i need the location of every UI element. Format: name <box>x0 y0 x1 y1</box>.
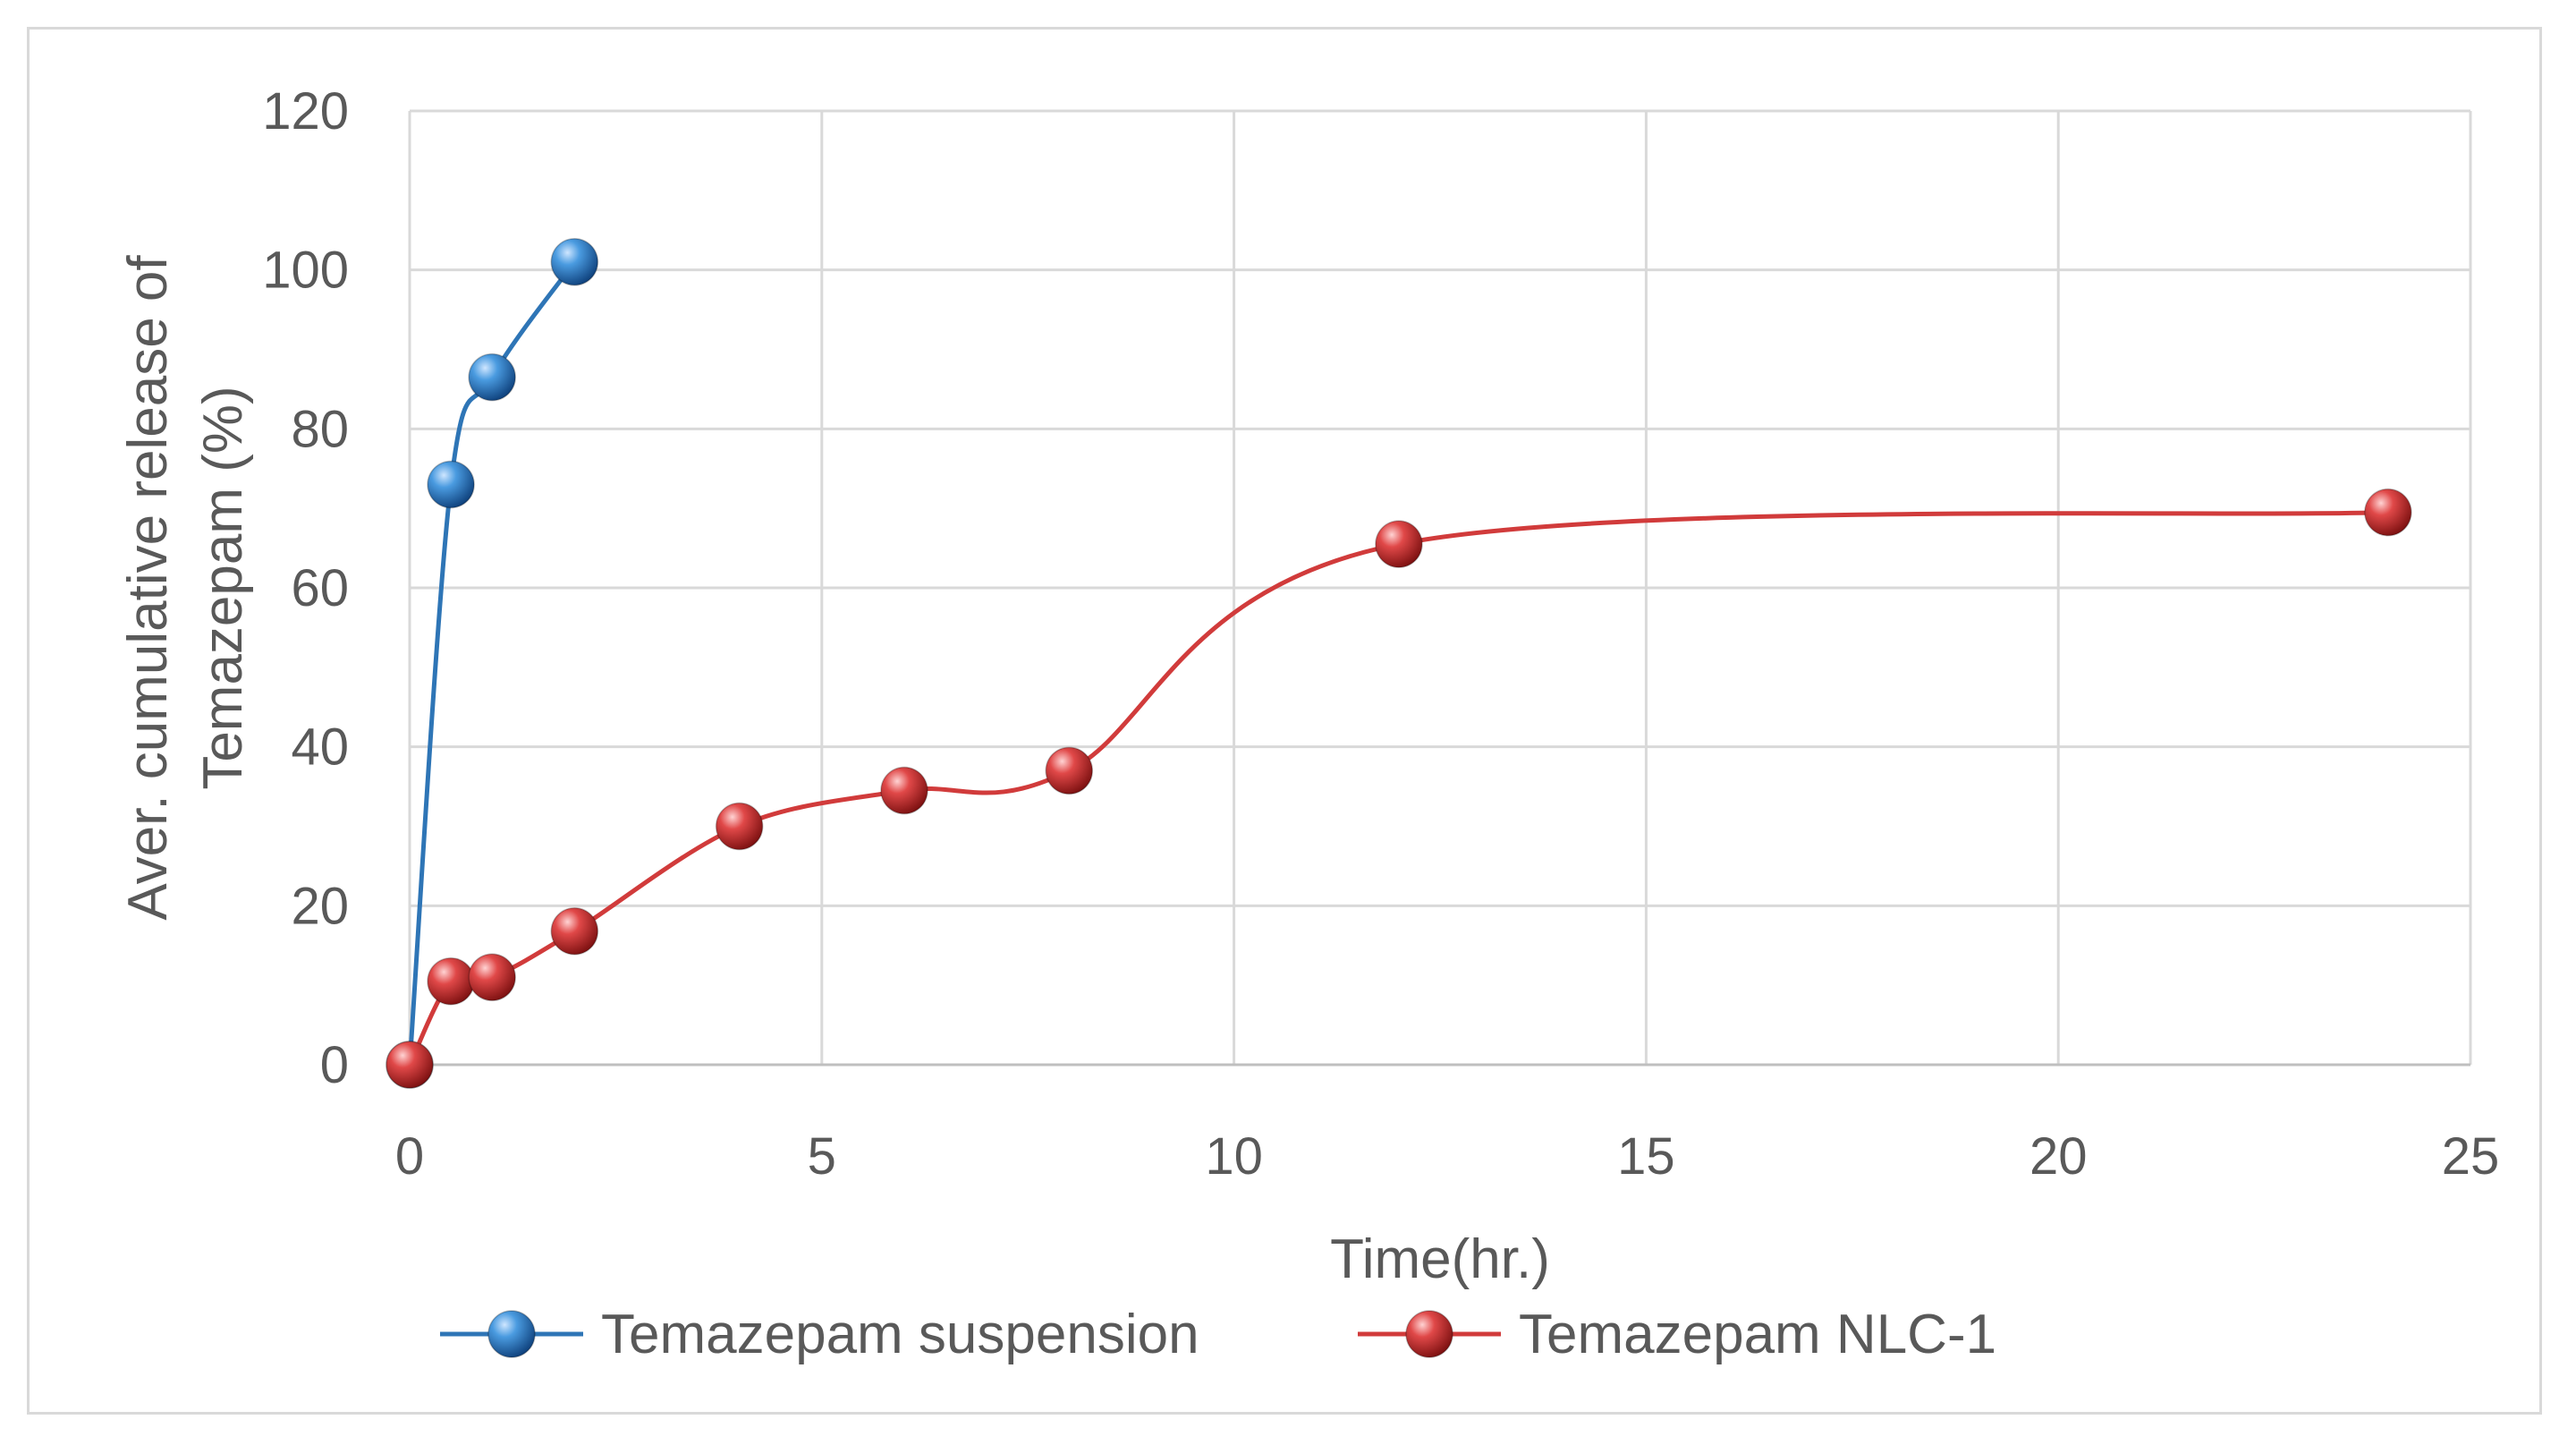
data-point <box>386 1041 434 1089</box>
data-point <box>1375 520 1423 568</box>
y-tick-label: 60 <box>291 559 349 617</box>
y-tick-label: 120 <box>262 82 349 140</box>
series-layer <box>386 238 2412 1089</box>
x-tick-label: 10 <box>1205 1127 1263 1186</box>
data-point <box>2364 488 2412 537</box>
series-line <box>407 260 577 1066</box>
data-point <box>550 907 599 956</box>
legend-marker <box>487 1310 536 1358</box>
data-point <box>427 460 475 509</box>
data-point <box>468 353 516 402</box>
legend-entry: Temazepam NLC-1 <box>1358 1304 1996 1365</box>
y-axis-title-line1: Aver. cumulative release of <box>117 255 179 921</box>
y-tick-label: 80 <box>291 400 349 458</box>
legend-marker <box>1405 1310 1453 1358</box>
y-tick-label: 20 <box>291 877 349 935</box>
legend: Temazepam suspension Temazepam NLC-1 <box>440 1304 1996 1365</box>
y-tick-labels: 0 20 40 60 80 100 120 <box>262 82 349 1094</box>
series-line <box>407 510 2388 1067</box>
y-tick-label: 100 <box>262 242 349 300</box>
x-tick-label: 15 <box>1617 1127 1675 1186</box>
legend-entry: Temazepam suspension <box>440 1304 1199 1365</box>
x-tick-label: 20 <box>2029 1127 2088 1186</box>
y-axis-title-line2: Temazepam (%) <box>192 386 254 789</box>
x-tick-label: 0 <box>395 1127 424 1186</box>
legend-label: Temazepam NLC-1 <box>1519 1304 1996 1365</box>
y-tick-label: 40 <box>291 718 349 777</box>
data-point <box>715 802 764 851</box>
x-tick-labels: 0 5 10 15 20 25 <box>395 1127 2499 1186</box>
data-point <box>880 766 928 815</box>
chart-frame <box>27 27 2542 1415</box>
x-axis-title: Time(hr.) <box>1330 1228 1550 1290</box>
data-point <box>550 238 599 286</box>
series-1 <box>386 488 2412 1089</box>
data-point <box>427 956 475 1006</box>
data-point <box>1045 746 1094 795</box>
legend-label: Temazepam suspension <box>601 1304 1199 1365</box>
data-point <box>468 953 516 1002</box>
grid <box>408 109 2472 1067</box>
y-tick-label: 0 <box>320 1036 349 1094</box>
x-tick-label: 25 <box>2442 1127 2500 1186</box>
x-tick-label: 5 <box>808 1127 836 1186</box>
